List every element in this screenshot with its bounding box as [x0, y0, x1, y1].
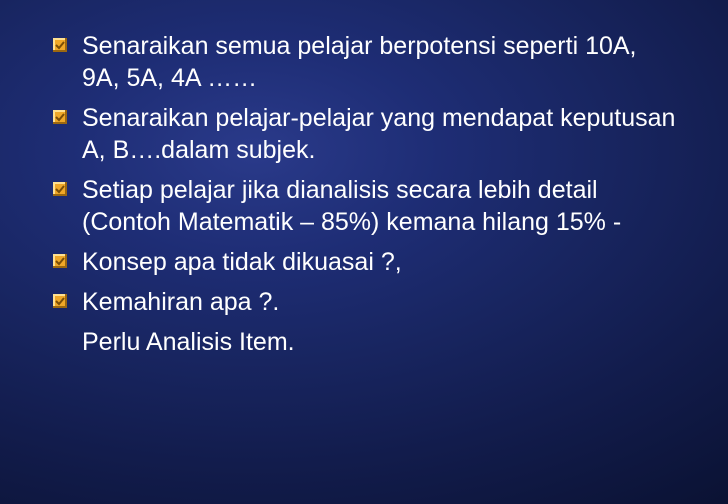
list-item: Kemahiran apa ?.	[52, 286, 676, 318]
list-item: Setiap pelajar jika dianalisis secara le…	[52, 174, 676, 238]
bullet-icon	[52, 109, 68, 125]
list-item-text: Setiap pelajar jika dianalisis secara le…	[82, 174, 676, 238]
slide: Senarai​kan semua pelajar berpotensi sep…	[0, 0, 728, 504]
list-item: Senarai​kan semua pelajar berpotensi sep…	[52, 30, 676, 94]
list-item-text: Senarai​kan semua pelajar berpotensi sep…	[82, 30, 676, 94]
bullet-icon	[52, 37, 68, 53]
bullet-icon	[52, 253, 68, 269]
list-item-text: Konsep apa tidak dikuasai ?,	[82, 246, 676, 278]
bullet-icon	[52, 181, 68, 197]
list-item: Senarai​kan pelajar-pelajar yang mendapa…	[52, 102, 676, 166]
list-item-text: Senarai​kan pelajar-pelajar yang mendapa…	[82, 102, 676, 166]
list-item-text: Kemahiran apa ?.	[82, 286, 676, 318]
bullet-list: Senarai​kan semua pelajar berpotensi sep…	[52, 30, 676, 318]
list-item: Konsep apa tidak dikuasai ?,	[52, 246, 676, 278]
trailing-text: Perlu Analisis Item.	[52, 326, 676, 358]
bullet-icon	[52, 293, 68, 309]
